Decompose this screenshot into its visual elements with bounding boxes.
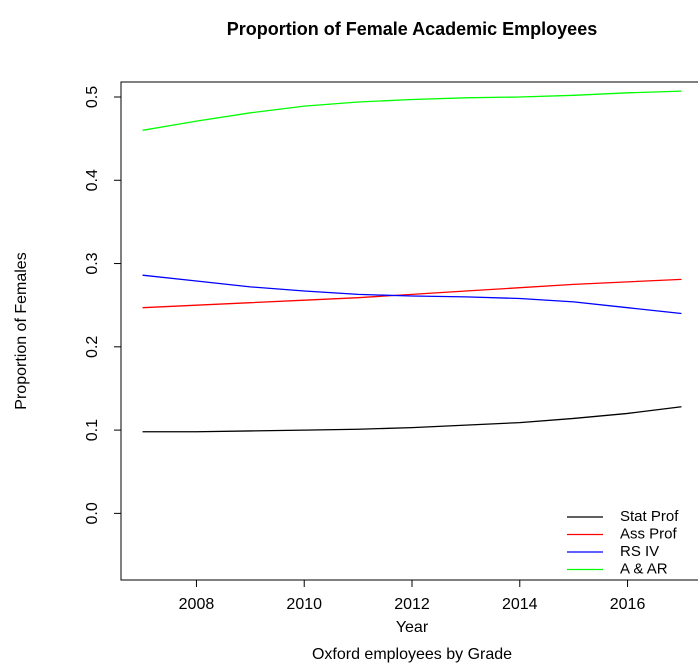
series-line	[142, 274, 682, 315]
legend-label: Stat Prof	[620, 508, 679, 525]
x-tick-label: 2008	[179, 596, 215, 613]
y-tick-label: 0.5	[84, 86, 101, 108]
y-tick-label: 0.2	[84, 336, 101, 358]
y-tick-label: 0.0	[84, 502, 101, 524]
legend-label: Ass Prof	[620, 525, 678, 542]
series-line	[142, 278, 682, 309]
chart-title: Proportion of Female Academic Employees	[227, 19, 597, 39]
series-line	[142, 90, 682, 131]
subtitle: Oxford employees by Grade	[312, 646, 512, 663]
series-line	[142, 406, 682, 433]
y-tick-label: 0.4	[84, 169, 101, 191]
y-tick-label: 0.3	[84, 252, 101, 274]
x-tick-label: 2014	[502, 596, 538, 613]
x-tick-label: 2012	[394, 596, 430, 613]
legend-label: RS IV	[620, 543, 659, 560]
y-axis-label: Proportion of Females	[13, 252, 30, 409]
plot-box	[120, 81, 698, 581]
y-tick-label: 0.1	[84, 419, 101, 441]
x-tick-label: 2016	[610, 596, 646, 613]
x-tick-label: 2010	[286, 596, 322, 613]
legend-label: A & AR	[620, 560, 668, 577]
x-axis-label: Year	[396, 619, 429, 636]
